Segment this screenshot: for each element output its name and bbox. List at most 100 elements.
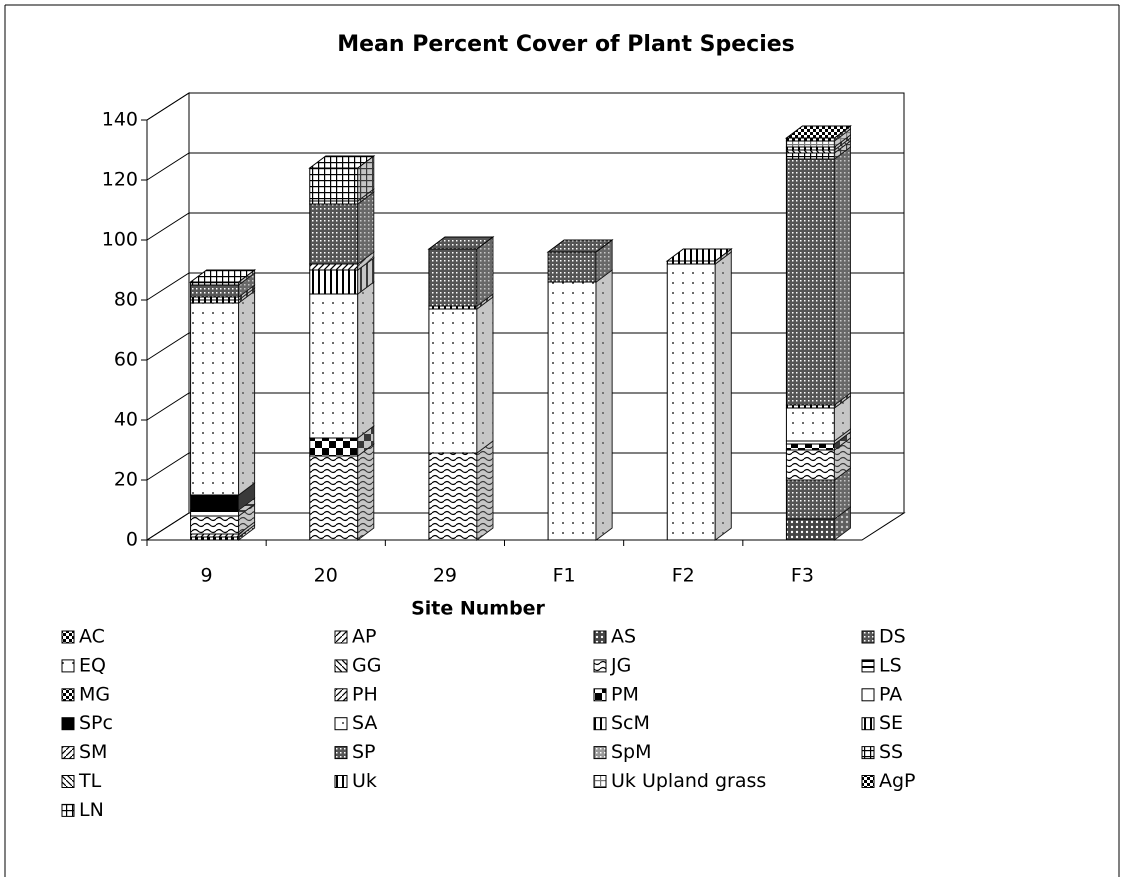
bar-side-shade: [476, 294, 493, 309]
bar-side-shade: [715, 252, 732, 540]
bar-side-shade: [834, 507, 851, 540]
legend-swatch: [334, 659, 348, 673]
bar-segment: [428, 308, 478, 454]
x-tick-label: F1: [553, 565, 576, 587]
bar-side-shade: [834, 141, 851, 159]
bar-segment: [309, 455, 359, 541]
legend-label: LS: [879, 654, 902, 676]
bar-side-shade: [476, 237, 493, 306]
legend-label: LN: [79, 799, 104, 821]
bar-segment: [428, 452, 478, 541]
x-tick-label: F2: [672, 565, 695, 587]
bar-side-shade: [238, 291, 255, 495]
bar-side-shade: [238, 270, 255, 285]
bar-side-shade: [834, 432, 851, 450]
bar-side-shade: [357, 192, 374, 264]
legend-swatch: [61, 688, 75, 702]
x-tick-label: 9: [201, 565, 213, 587]
bar-side-shade: [357, 426, 374, 456]
legend-label: SE: [879, 712, 903, 734]
y-tick-label: 80: [114, 289, 138, 311]
legend-swatch: [61, 717, 75, 731]
legend-label: TL: [78, 770, 102, 792]
legend-label: AP: [352, 626, 376, 648]
legend-label: GG: [352, 654, 381, 676]
grid-line: [146, 332, 904, 361]
legend-swatch: [61, 746, 75, 760]
bar-segment: [190, 509, 240, 517]
y-tick-label: 100: [102, 229, 138, 251]
legend-swatch: [861, 659, 875, 673]
bar-segment: [309, 437, 359, 457]
bar-side-shade: [357, 282, 374, 438]
bar-segment: [785, 407, 835, 442]
legend-label: ScM: [611, 712, 650, 734]
legend-swatch: [593, 659, 607, 673]
bar-segment: [190, 302, 240, 496]
legend-label: AS: [611, 626, 636, 648]
bar-top: [665, 248, 733, 262]
legend-swatch: [334, 746, 348, 760]
bar-segment: [190, 284, 240, 298]
legend-swatch: [861, 746, 875, 760]
legend-label: SM: [79, 741, 107, 763]
bar-side-shade: [596, 270, 613, 540]
legend-swatch: [61, 775, 75, 788]
bar-segment: [309, 263, 359, 271]
legend-swatch: [334, 688, 348, 702]
bar-top: [427, 236, 495, 250]
bar-side-shade: [715, 249, 732, 264]
legend-label: SA: [352, 712, 377, 734]
legend-label: SPc: [79, 712, 113, 734]
bar-segment: [309, 269, 359, 295]
bar-segment: [190, 494, 240, 511]
legend-swatch: [861, 630, 875, 644]
x-tick-label: 29: [433, 565, 457, 587]
bar-side-shade: [834, 138, 851, 153]
grid-line: [146, 512, 904, 541]
grid-line: [146, 272, 904, 301]
y-tick-label: 0: [126, 529, 138, 551]
legend-label: PA: [879, 683, 902, 705]
legend-swatch: [861, 775, 875, 788]
legend-label: SpM: [611, 741, 652, 763]
bar-side-shade: [357, 189, 374, 204]
y-tick-label: 120: [102, 169, 138, 191]
bar-segment: [785, 518, 835, 541]
bar-segment: [547, 281, 597, 541]
legend-label: EQ: [79, 654, 106, 676]
bar-segment: [666, 263, 716, 541]
bar-side-shade: [834, 393, 851, 408]
x-tick-label: 20: [314, 565, 338, 587]
bar-side-shade: [834, 429, 851, 444]
bar-top: [189, 269, 257, 283]
y-tick-label: 40: [114, 409, 138, 431]
side-wall: [146, 92, 190, 541]
legend-label: SS: [879, 741, 903, 763]
bar-side-shade: [834, 468, 851, 519]
bar-side-shade: [238, 498, 255, 516]
grid-line: [146, 392, 904, 421]
bar-side-shade: [238, 285, 255, 300]
legend-swatch: [593, 746, 607, 760]
bar-top: [546, 239, 614, 253]
chart-title: Mean Percent Cover of Plant Species: [337, 32, 795, 57]
bar-segment: [190, 515, 240, 535]
legend-label: Uk Upland grass: [611, 770, 766, 792]
bar-side-shade: [834, 129, 851, 147]
bar-side-shade: [476, 441, 493, 540]
bar-side-shade: [238, 288, 255, 303]
bar-side-shade: [357, 252, 374, 270]
legend-swatch: [334, 630, 348, 644]
bar-segment: [309, 167, 359, 202]
grid-line: [146, 152, 904, 181]
legend-swatch: [334, 717, 348, 731]
bar-segment: [785, 479, 835, 520]
legend-swatch: [861, 717, 875, 731]
bar-side-shade: [357, 444, 374, 540]
bar-top: [784, 125, 852, 139]
y-tick-label: 140: [102, 109, 138, 131]
bar-side-shade: [238, 273, 255, 297]
bar-segment: [785, 449, 835, 481]
